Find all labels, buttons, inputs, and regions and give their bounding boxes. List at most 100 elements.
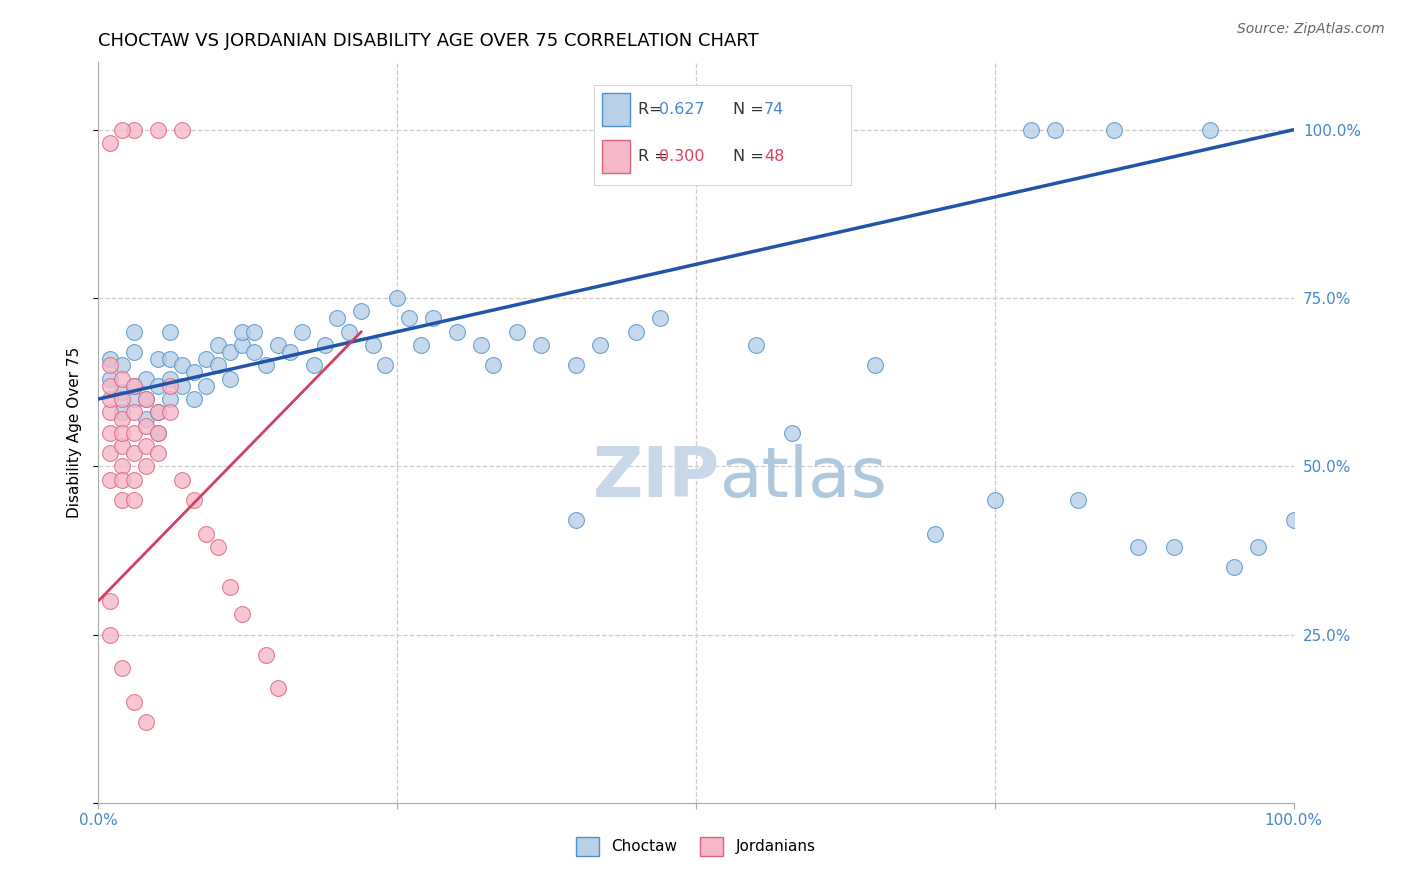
Point: [98, 378, 122, 392]
Point: [98, 473, 122, 487]
Point: [124, 492, 146, 507]
Point: [111, 405, 134, 419]
Point: [565, 513, 588, 527]
Point: [506, 325, 529, 339]
Point: [172, 122, 194, 136]
Point: [148, 405, 170, 419]
Point: [374, 359, 396, 373]
Point: [148, 405, 170, 419]
Point: [195, 351, 218, 366]
Point: [111, 359, 134, 373]
Point: [98, 627, 122, 641]
Point: [254, 648, 277, 662]
Point: [385, 291, 409, 305]
Point: [159, 405, 181, 419]
Point: [111, 385, 134, 400]
Point: [98, 594, 122, 608]
Point: [135, 439, 157, 453]
Point: [219, 372, 242, 386]
Text: atlas: atlas: [720, 443, 887, 510]
Point: [159, 351, 181, 366]
Point: [111, 372, 134, 386]
Point: [98, 359, 122, 373]
Point: [530, 338, 553, 352]
Point: [315, 338, 337, 352]
Point: [159, 372, 181, 386]
Point: [111, 412, 134, 426]
Point: [98, 446, 122, 460]
Point: [267, 681, 290, 696]
Point: [159, 392, 181, 406]
Point: [984, 492, 1007, 507]
Point: [1199, 122, 1222, 136]
Point: [243, 325, 266, 339]
Point: [219, 344, 242, 359]
Point: [172, 378, 194, 392]
Point: [124, 325, 146, 339]
Point: [111, 392, 134, 406]
Point: [422, 311, 444, 326]
Point: [148, 425, 170, 440]
Point: [124, 378, 146, 392]
Point: [219, 581, 242, 595]
Point: [111, 425, 134, 440]
Point: [98, 405, 122, 419]
Text: Source: ZipAtlas.com: Source: ZipAtlas.com: [1237, 22, 1385, 37]
Point: [1043, 122, 1066, 136]
Point: [183, 492, 205, 507]
Point: [148, 378, 170, 392]
Point: [363, 338, 385, 352]
Point: [124, 378, 146, 392]
Point: [1128, 540, 1150, 554]
Point: [98, 392, 122, 406]
Point: [780, 425, 803, 440]
Point: [231, 338, 253, 352]
Point: [411, 338, 433, 352]
Y-axis label: Disability Age Over 75: Disability Age Over 75: [66, 347, 82, 518]
Point: [207, 540, 229, 554]
Point: [183, 392, 205, 406]
Point: [924, 526, 946, 541]
Point: [159, 378, 181, 392]
Point: [135, 412, 157, 426]
Point: [135, 372, 157, 386]
Point: [278, 344, 301, 359]
Point: [207, 359, 229, 373]
Point: [1019, 122, 1042, 136]
Point: [111, 122, 134, 136]
Point: [111, 439, 134, 453]
Point: [1247, 540, 1270, 554]
Point: [267, 338, 290, 352]
Point: [626, 325, 648, 339]
Point: [1223, 560, 1246, 574]
Point: [1104, 122, 1126, 136]
Point: [124, 446, 146, 460]
Text: ZIP: ZIP: [592, 443, 720, 510]
Point: [98, 372, 122, 386]
Text: CHOCTAW VS JORDANIAN DISABILITY AGE OVER 75 CORRELATION CHART: CHOCTAW VS JORDANIAN DISABILITY AGE OVER…: [98, 32, 759, 50]
Point: [124, 695, 146, 709]
Point: [135, 392, 157, 406]
Point: [148, 351, 170, 366]
Point: [231, 325, 253, 339]
Point: [1282, 513, 1305, 527]
Point: [124, 122, 146, 136]
Point: [111, 473, 134, 487]
Point: [111, 492, 134, 507]
Point: [148, 425, 170, 440]
Legend: Choctaw, Jordanians: Choctaw, Jordanians: [571, 831, 821, 862]
Point: [745, 338, 768, 352]
Point: [565, 359, 588, 373]
Point: [124, 473, 146, 487]
Point: [172, 359, 194, 373]
Point: [148, 122, 170, 136]
Point: [195, 526, 218, 541]
Point: [350, 304, 373, 318]
Point: [1067, 492, 1090, 507]
Point: [135, 714, 157, 729]
Point: [482, 359, 505, 373]
Point: [446, 325, 468, 339]
Point: [207, 338, 229, 352]
Point: [589, 338, 612, 352]
Point: [124, 392, 146, 406]
